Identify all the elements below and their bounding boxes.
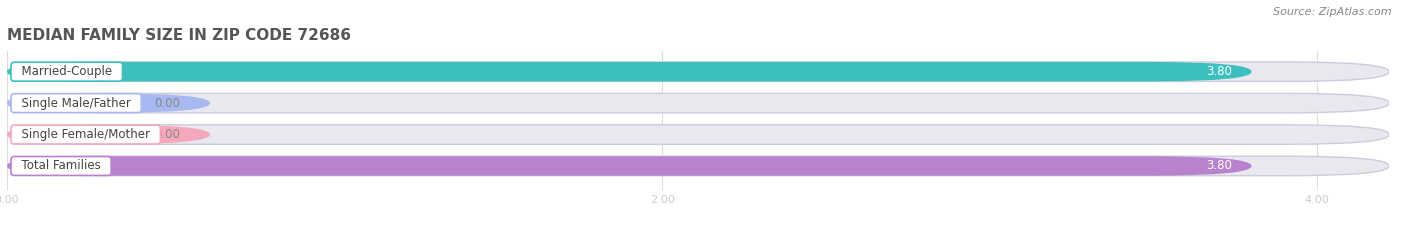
Text: MEDIAN FAMILY SIZE IN ZIP CODE 72686: MEDIAN FAMILY SIZE IN ZIP CODE 72686 <box>7 28 351 43</box>
Text: Married-Couple: Married-Couple <box>14 65 120 78</box>
Text: Single Male/Father: Single Male/Father <box>14 97 138 110</box>
FancyBboxPatch shape <box>7 156 1251 176</box>
Text: Source: ZipAtlas.com: Source: ZipAtlas.com <box>1274 7 1392 17</box>
FancyBboxPatch shape <box>7 62 1389 81</box>
FancyBboxPatch shape <box>7 62 1251 81</box>
Text: 3.80: 3.80 <box>1206 65 1232 78</box>
Text: Single Female/Mother: Single Female/Mother <box>14 128 157 141</box>
FancyBboxPatch shape <box>7 93 209 113</box>
Text: 3.80: 3.80 <box>1206 159 1232 172</box>
FancyBboxPatch shape <box>7 125 1389 144</box>
FancyBboxPatch shape <box>7 156 1389 176</box>
Text: Total Families: Total Families <box>14 159 108 172</box>
Text: 0.00: 0.00 <box>155 97 180 110</box>
FancyBboxPatch shape <box>7 125 209 144</box>
Text: 0.00: 0.00 <box>155 128 180 141</box>
FancyBboxPatch shape <box>7 93 1389 113</box>
